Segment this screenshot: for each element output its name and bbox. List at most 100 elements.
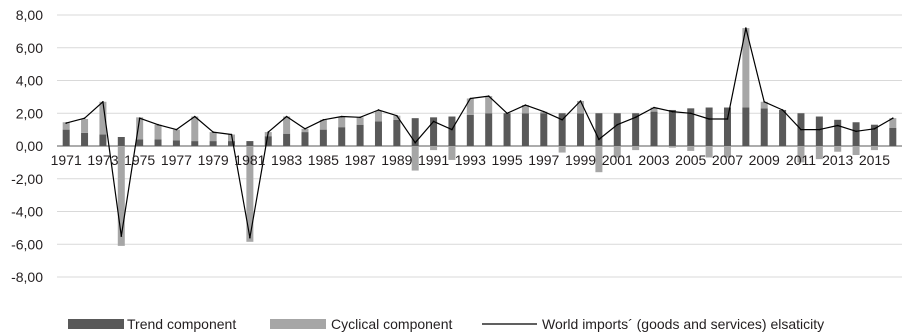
elasticity-point	[818, 128, 821, 131]
cyclical-bar	[485, 96, 493, 114]
elasticity-point	[781, 109, 784, 111]
cyclical-bar	[374, 110, 382, 122]
cyclical-bar	[411, 146, 419, 171]
elasticity-point	[598, 138, 600, 141]
y-tick-label: 2,00	[16, 105, 43, 121]
elasticity-point	[120, 235, 123, 237]
trend-bar	[264, 136, 272, 146]
x-tick-label: 1997	[528, 152, 559, 168]
trend-bar	[374, 121, 382, 146]
trend-bar	[485, 113, 493, 146]
cyclical-bar	[191, 116, 199, 142]
y-tick-label: -4,00	[11, 204, 43, 220]
trend-bar	[595, 113, 603, 146]
trend-bar	[338, 127, 346, 146]
cyclical-bar	[540, 111, 548, 114]
y-tick-label: -8,00	[11, 269, 43, 285]
elasticity-point	[102, 100, 104, 103]
cyclical-bar	[742, 28, 750, 108]
cyclical-bar	[650, 107, 658, 112]
trend-bar	[411, 118, 419, 146]
trend-bar	[650, 111, 658, 146]
trend-bar	[521, 113, 529, 146]
trend-bar	[117, 136, 125, 146]
elasticity-point	[175, 128, 178, 131]
elasticity-point	[193, 115, 196, 118]
x-tick-label: 2003	[638, 152, 669, 168]
elasticity-line-layer	[65, 27, 894, 239]
trend-bar	[466, 114, 474, 146]
cyclical-bar	[172, 129, 180, 141]
elasticity-point	[579, 100, 582, 102]
trend-bar	[393, 119, 401, 146]
cyclical-bar	[136, 117, 144, 140]
cyclical-bar	[430, 146, 438, 151]
cyclical-bar	[870, 146, 878, 151]
elasticity-point	[855, 130, 857, 133]
trend-bar	[136, 139, 144, 146]
elasticity-point	[653, 106, 655, 109]
cyclical-bar	[62, 122, 70, 130]
trend-bar	[760, 108, 768, 146]
elasticity-point	[249, 236, 251, 239]
cyclical-bar	[834, 146, 842, 152]
cyclical-bar	[577, 100, 585, 114]
cyclical-bar	[301, 128, 309, 133]
x-tick-label: 2005	[675, 152, 706, 168]
trend-bar	[283, 133, 291, 146]
trend-bar	[319, 129, 327, 146]
elasticity-point	[340, 115, 343, 118]
legend-label-cyclical: Cyclical component	[331, 316, 452, 332]
elasticity-point	[689, 112, 692, 115]
elasticity-line	[66, 27, 894, 239]
elasticity-point	[671, 110, 674, 113]
trend-bar	[889, 127, 897, 146]
elasticity-point	[487, 95, 490, 97]
legend: Trend component Cyclical component World…	[68, 316, 824, 332]
cyclical-bar	[815, 146, 823, 160]
elasticity-point	[432, 120, 435, 123]
trend-bar	[870, 124, 878, 146]
trend-bar	[815, 116, 823, 146]
cyclical-bar	[393, 115, 401, 120]
trend-bar	[558, 113, 566, 146]
x-tick-label: 1993	[455, 152, 486, 168]
trend-bar	[852, 122, 860, 146]
elasticity-point	[83, 117, 86, 119]
elasticity-point	[634, 116, 637, 119]
cyclical-bar	[687, 146, 695, 151]
elasticity-point	[708, 118, 710, 120]
cyclical-bar	[117, 146, 125, 246]
cyclical-bar	[760, 101, 768, 109]
cyclical-bar	[154, 124, 162, 140]
elasticity-point	[157, 123, 159, 126]
elasticity-point	[524, 104, 527, 106]
trend-bar	[448, 116, 456, 146]
y-tick-label: 4,00	[16, 73, 43, 89]
x-tick-label: 1983	[271, 152, 302, 168]
trend-bar	[62, 129, 70, 146]
elasticity-point	[414, 141, 417, 144]
cyclical-bar	[99, 101, 107, 135]
x-axis-tick-labels: 1971 1973 1975 1977 1979 1981 1983 1985 1987 1989…	[51, 152, 891, 168]
x-tick-label: 1999	[565, 152, 596, 168]
legend-label-trend: Trend component	[127, 316, 236, 332]
y-tick-label: 8,00	[16, 7, 43, 23]
trend-bar	[577, 113, 585, 146]
trend-bar	[301, 132, 309, 146]
x-tick-label: 1985	[308, 152, 339, 168]
trend-bar	[228, 141, 236, 146]
x-tick-label: 1981	[234, 152, 265, 168]
x-tick-label: 1971	[51, 152, 82, 168]
cyclical-bar	[632, 146, 640, 151]
cyclical-bar	[705, 146, 713, 158]
x-tick-label: 1995	[491, 152, 522, 168]
x-tick-label: 1991	[418, 152, 449, 168]
y-tick-label: -2,00	[11, 171, 43, 187]
trend-bar	[191, 141, 199, 146]
elasticity-point	[377, 109, 380, 111]
elasticity-point	[763, 100, 766, 103]
trend-bar	[723, 107, 731, 146]
y-axis-tick-labels: 8,00 6,00 4,00 2,00 0,00 -2,00 -4,00 -6,00 -8,00	[11, 7, 43, 285]
